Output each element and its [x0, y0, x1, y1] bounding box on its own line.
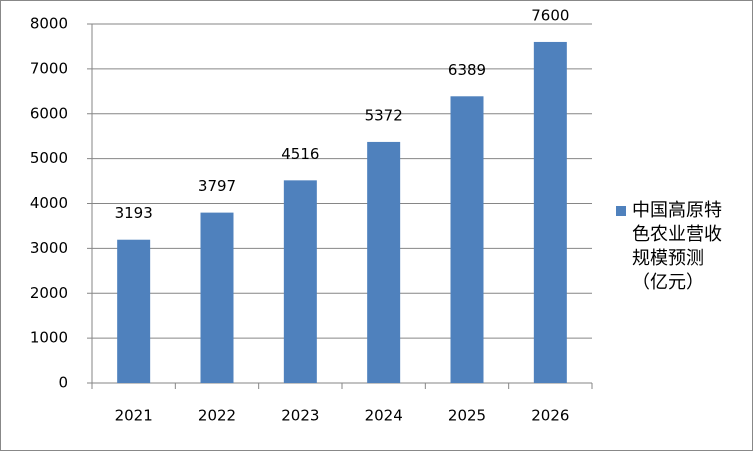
data-label: 4516: [281, 145, 319, 163]
bar: [367, 141, 401, 383]
x-tick-label: 2022: [198, 407, 236, 425]
x-tick-label: 2026: [531, 407, 569, 425]
y-tick-label: 1000: [30, 329, 68, 347]
y-tick-label: 4000: [30, 194, 68, 212]
x-tick-label: 2025: [448, 407, 486, 425]
data-label: 7600: [531, 6, 569, 24]
x-tick-label: 2023: [281, 407, 319, 425]
x-tick-label: 2021: [115, 407, 153, 425]
data-label: 3797: [198, 177, 236, 195]
y-tick-label: 8000: [30, 15, 68, 33]
bar: [200, 212, 234, 383]
y-tick-label: 7000: [30, 59, 68, 77]
bar: [533, 41, 567, 383]
bar: [283, 180, 317, 383]
x-tick-label: 2024: [365, 407, 403, 425]
bar: [450, 96, 484, 383]
y-tick-label: 2000: [30, 284, 68, 302]
y-tick-label: 6000: [30, 104, 68, 122]
data-label: 5372: [365, 106, 403, 124]
bar: [117, 239, 151, 383]
y-tick-label: 0: [58, 374, 68, 392]
y-tick-label: 5000: [30, 149, 68, 167]
data-label: 6389: [448, 61, 486, 79]
legend-label: 中国高原特色农业营收规模预测（亿元）: [632, 200, 722, 293]
data-label: 3193: [115, 204, 153, 222]
y-tick-label: 3000: [30, 239, 68, 257]
legend-swatch: [616, 206, 626, 216]
